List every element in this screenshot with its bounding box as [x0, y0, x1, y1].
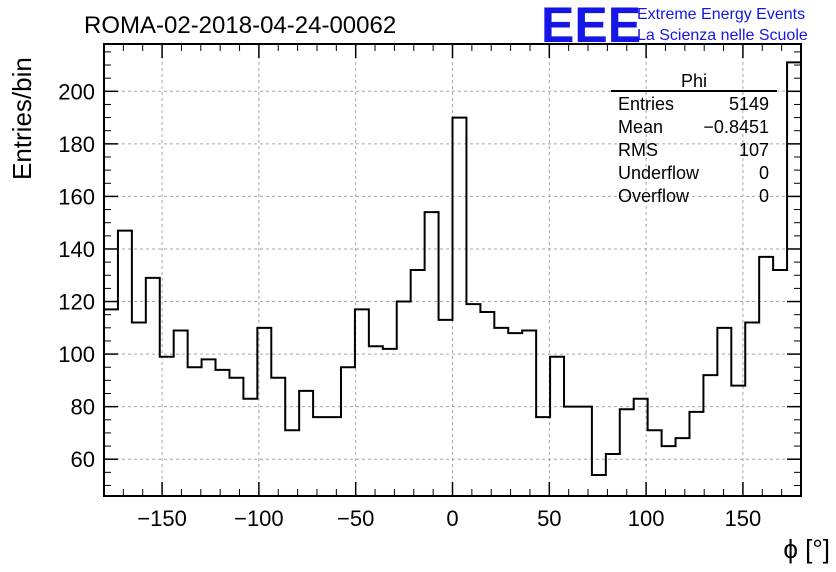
x-tick-label: −50 [337, 506, 374, 531]
y-tick-label: 200 [58, 79, 95, 104]
stats-value: 0 [759, 186, 769, 206]
stats-value: 107 [739, 140, 769, 160]
stats-value: 0 [759, 163, 769, 183]
x-tick-label: 150 [725, 506, 762, 531]
x-tick-label: 0 [446, 506, 458, 531]
stats-label: Mean [618, 117, 663, 137]
y-tick-label: 100 [58, 342, 95, 367]
stats-label: RMS [618, 140, 658, 160]
y-axis-title: Entries/bin [7, 57, 37, 180]
chart-title: ROMA-02-2018-04-24-00062 [84, 12, 396, 39]
stats-rows: Entries 5149 Mean −0.8451 RMS 107 Underflow 0 Ov… [618, 94, 769, 206]
stats-label: Entries [618, 94, 674, 114]
x-tick-label: −150 [137, 506, 187, 531]
eee-logo: EEE Extreme Energy Events La Scienza nel… [541, 0, 808, 53]
stats-box: Phi Entries 5149 Mean −0.8451 RMS 107 Underflo… [611, 71, 777, 206]
y-tick-label: 160 [58, 184, 95, 209]
y-tick-label: 140 [58, 237, 95, 262]
x-tick-label: 50 [537, 506, 561, 531]
y-tick-label: 120 [58, 290, 95, 315]
histogram-series [104, 61, 801, 476]
x-tick-label: 100 [628, 506, 665, 531]
stats-label: Overflow [618, 186, 690, 206]
x-tick-label: −100 [234, 506, 284, 531]
logo-mark: EEE [541, 0, 641, 53]
logo-line-1: Extreme Energy Events [637, 6, 805, 23]
y-tick-label: 180 [58, 132, 95, 157]
stats-box-title: Phi [681, 71, 707, 91]
x-tick-labels: −150 −100 −50 0 50 100 150 [137, 506, 761, 531]
stats-value: −0.8451 [703, 117, 769, 137]
stats-value: 5149 [729, 94, 769, 114]
y-tick-label: 60 [71, 447, 95, 472]
x-axis-title: ϕ [°] [783, 534, 830, 564]
stats-label: Underflow [618, 163, 700, 183]
axis-ticks [104, 44, 801, 496]
y-tick-labels: 60 80 100 120 140 160 180 200 [58, 79, 95, 472]
logo-line-2: La Scienza nelle Scuole [637, 27, 808, 44]
y-tick-label: 80 [71, 395, 95, 420]
